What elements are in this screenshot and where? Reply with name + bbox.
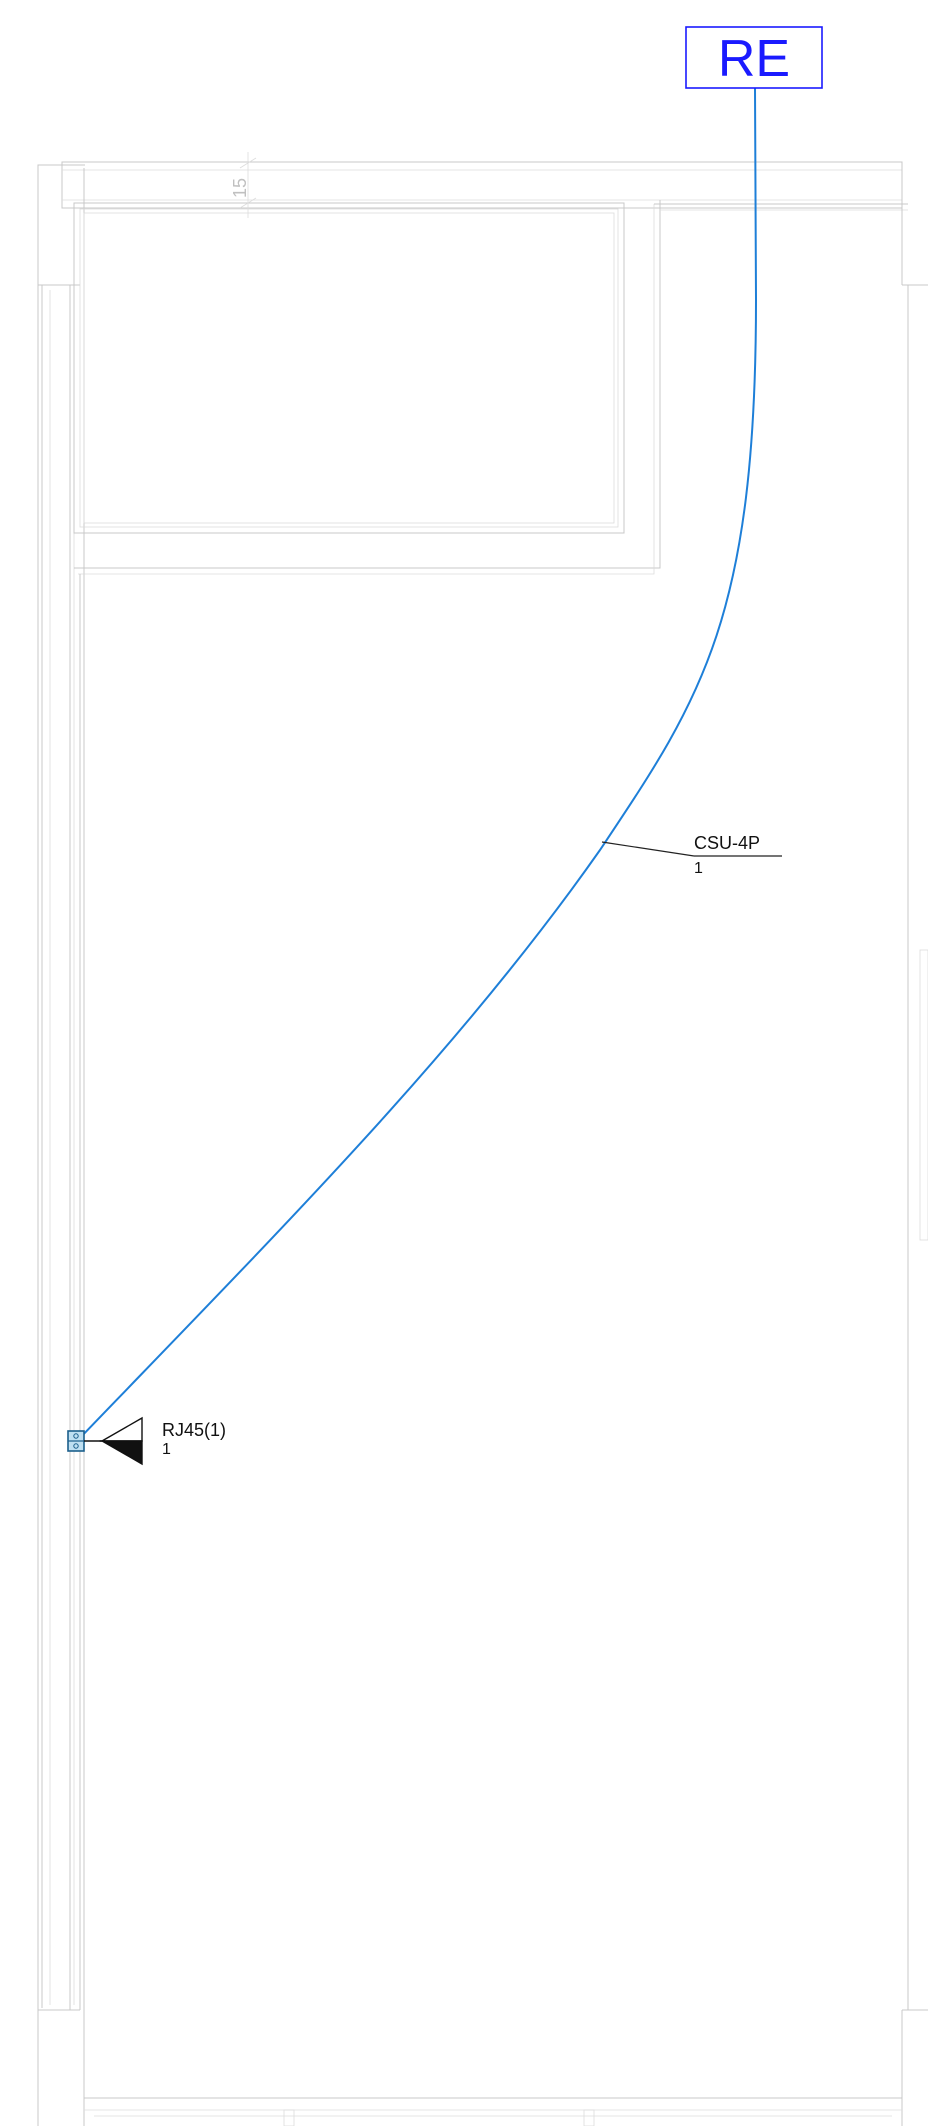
re-panel[interactable]: RE (685, 26, 823, 89)
cable-tag: CSU-4P 1 (601, 833, 782, 877)
rj45-outlet-icon[interactable] (67, 1430, 85, 1452)
walls (37, 161, 928, 2126)
outlet-triangle-upper (99, 1416, 143, 1442)
cable-type-label: CSU-4P (694, 833, 760, 853)
cable-count-label: 1 (694, 860, 703, 877)
outlet-count-label: 1 (162, 1441, 171, 1458)
left-outer-wall (37, 164, 85, 2126)
upper-left-room (73, 202, 625, 534)
outlet-label: RJ45(1) (162, 1420, 226, 1440)
top-wall (61, 161, 903, 209)
re-panel-label: RE (718, 30, 790, 88)
outlet-tag: RJ45(1) 1 (162, 1420, 226, 1458)
re-panel-box[interactable] (685, 26, 823, 89)
outlet-triangle-lower (99, 1440, 143, 1466)
dimension-value: 15 (230, 178, 250, 198)
rj45-outlet[interactable] (67, 1416, 143, 1466)
dimension-mark: 15 (230, 152, 257, 218)
cable-run (77, 87, 758, 1441)
